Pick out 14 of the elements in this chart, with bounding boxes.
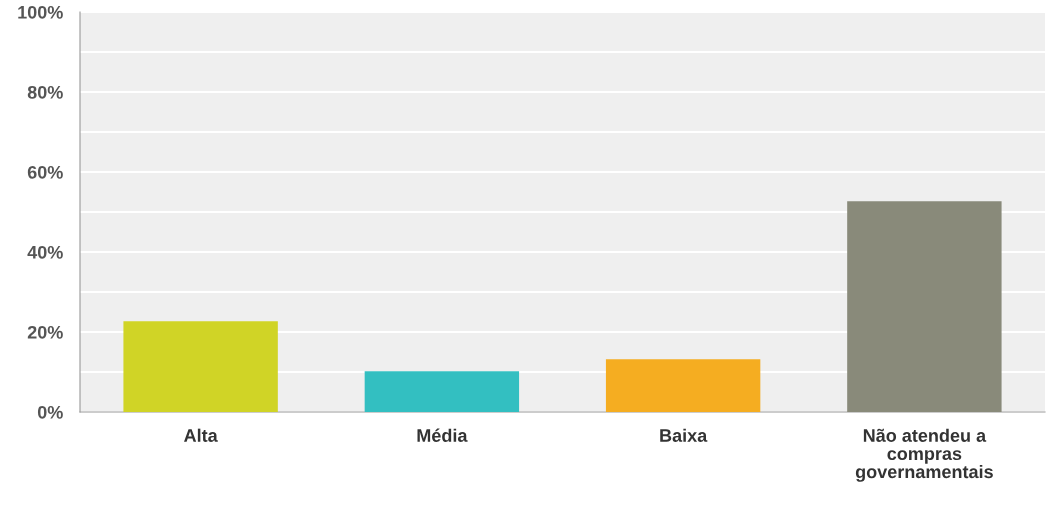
x-tick-label: Média [417,428,468,442]
y-tick-label: 40% [27,245,63,259]
bar [364,371,520,412]
bar [847,201,1002,412]
bar [605,359,761,412]
x-tick-label: Baixa [660,428,708,442]
y-tick-label: 0% [37,405,63,419]
y-tick-label: 100% [18,5,63,19]
x-tick-label: Não atendeu a compras governamentais [855,428,993,482]
bar [123,321,278,412]
y-tick-label: 20% [27,325,63,339]
y-tick-label: 60% [27,165,63,179]
x-tick-label: Alta [184,428,218,442]
y-tick-label: 80% [27,85,63,99]
